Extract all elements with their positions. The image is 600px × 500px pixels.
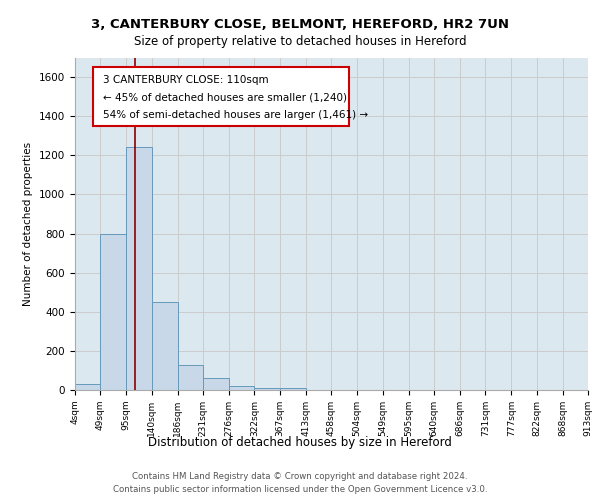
Bar [75,384,100,390]
Text: 3, CANTERBURY CLOSE, BELMONT, HEREFORD, HR2 7UN: 3, CANTERBURY CLOSE, BELMONT, HEREFORD, … [91,18,509,30]
Text: Contains HM Land Registry data © Crown copyright and database right 2024.: Contains HM Land Registry data © Crown c… [132,472,468,481]
Bar [254,388,280,390]
Bar [178,364,203,390]
Bar [100,234,127,390]
Bar [127,148,152,390]
Bar [152,302,178,390]
Bar [203,378,229,390]
Y-axis label: Number of detached properties: Number of detached properties [23,142,34,306]
Text: Distribution of detached houses by size in Hereford: Distribution of detached houses by size … [148,436,452,449]
Text: ← 45% of detached houses are smaller (1,240): ← 45% of detached houses are smaller (1,… [103,92,347,102]
Bar [229,386,254,390]
FancyBboxPatch shape [93,68,349,126]
Text: Size of property relative to detached houses in Hereford: Size of property relative to detached ho… [134,35,466,48]
Text: 54% of semi-detached houses are larger (1,461) →: 54% of semi-detached houses are larger (… [103,110,368,120]
Bar [280,388,306,390]
Text: 3 CANTERBURY CLOSE: 110sqm: 3 CANTERBURY CLOSE: 110sqm [103,76,269,86]
Text: Contains public sector information licensed under the Open Government Licence v3: Contains public sector information licen… [113,485,487,494]
